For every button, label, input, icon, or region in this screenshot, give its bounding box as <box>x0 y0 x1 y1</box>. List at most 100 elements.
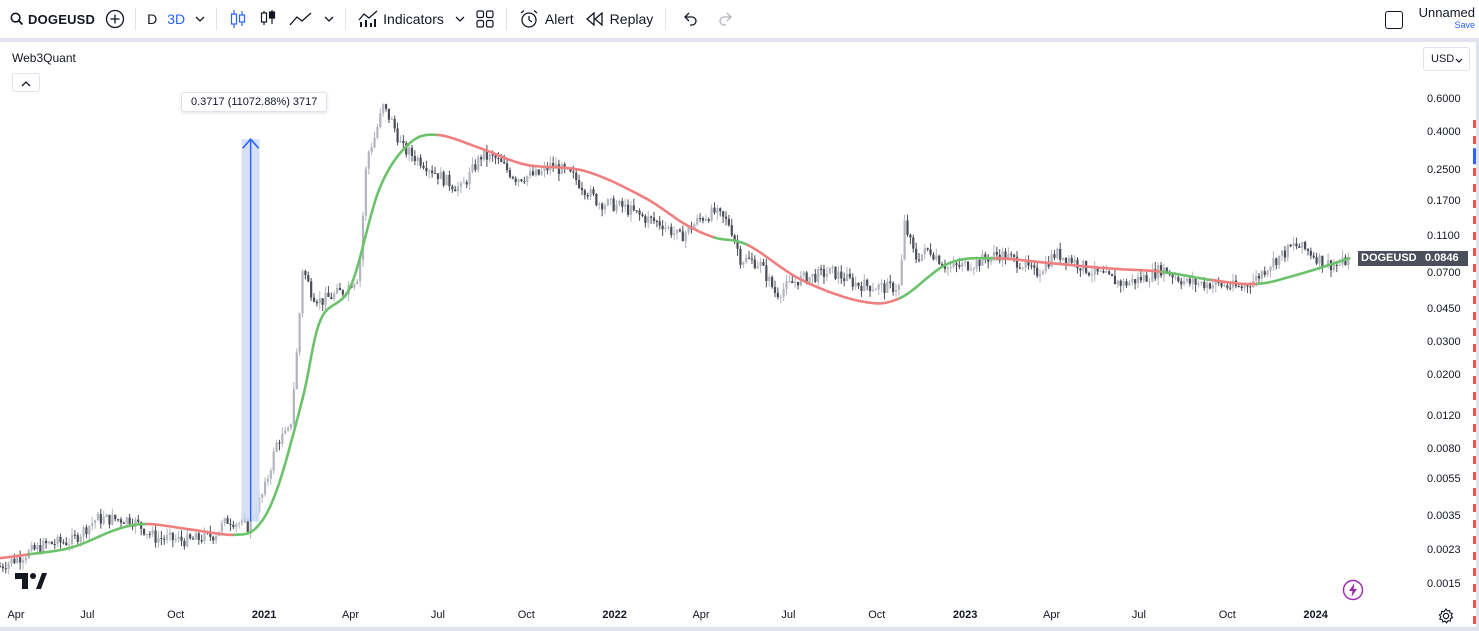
lightning-icon[interactable] <box>1342 579 1364 606</box>
candle <box>180 530 183 547</box>
indicators-dropdown-button[interactable] <box>450 0 470 38</box>
candle <box>451 184 454 193</box>
trend-segment <box>407 133 440 145</box>
candle <box>1038 269 1042 283</box>
candle <box>845 266 849 282</box>
interval-d-button[interactable]: D <box>142 0 162 38</box>
candle <box>1030 261 1033 270</box>
time-axis-label: Apr <box>692 609 710 621</box>
candle <box>1015 251 1019 273</box>
candle <box>1260 269 1263 283</box>
candle <box>214 533 218 545</box>
trend-segment <box>713 236 750 247</box>
candle <box>142 528 146 536</box>
alert-marker <box>1473 136 1476 144</box>
candle <box>929 243 932 257</box>
candle <box>287 425 290 433</box>
alert-marker <box>1473 488 1476 496</box>
candle <box>151 526 154 538</box>
layout-save-button[interactable]: Unnamed Save <box>1419 6 1475 32</box>
candle <box>1122 278 1125 292</box>
chevron-down-icon <box>455 16 465 22</box>
candle <box>863 273 866 292</box>
candle <box>834 266 837 281</box>
tradingview-logo-icon[interactable] <box>15 573 47 594</box>
candle <box>621 197 624 213</box>
interval-3d-button[interactable]: 3D <box>162 0 190 38</box>
candle <box>517 178 520 188</box>
candle <box>874 287 877 291</box>
candle <box>436 173 440 185</box>
collapse-legend-button[interactable] <box>12 73 40 92</box>
alert-marker <box>1473 424 1476 432</box>
candle <box>889 274 892 289</box>
trend-line-layer <box>0 133 1351 560</box>
templates-button[interactable] <box>470 0 500 38</box>
candle <box>50 541 53 545</box>
candle <box>575 168 578 186</box>
alert-marker <box>1473 200 1476 208</box>
candle <box>857 282 860 290</box>
candle <box>402 135 405 150</box>
candle <box>212 535 215 544</box>
candle <box>1079 267 1082 277</box>
price-axis-label: 0.2500 <box>1427 163 1461 176</box>
candle <box>1044 255 1047 275</box>
candle <box>698 213 702 223</box>
candle <box>1347 252 1350 270</box>
alert-marker <box>1473 504 1476 512</box>
plus-circle-icon <box>105 9 125 29</box>
undo-button[interactable] <box>672 0 708 38</box>
bars-style-button[interactable] <box>223 0 253 38</box>
candle <box>275 439 278 453</box>
candle <box>848 268 851 280</box>
candle <box>1061 257 1065 262</box>
indicator-label: Web3Quant <box>12 51 76 65</box>
candle <box>1119 279 1122 293</box>
candle <box>232 520 235 530</box>
alert-button[interactable]: Alert <box>513 0 580 38</box>
candles-icon <box>229 9 247 29</box>
compare-symbol-button[interactable] <box>101 0 129 38</box>
candle <box>779 294 782 304</box>
candle <box>396 122 399 146</box>
symbol-search-button[interactable]: DOGEUSD <box>0 0 101 38</box>
layout-checkbox[interactable] <box>1385 11 1403 29</box>
candle <box>263 477 267 497</box>
line-style-button[interactable] <box>283 0 319 38</box>
redo-button[interactable] <box>708 0 744 38</box>
candle <box>183 538 186 550</box>
gear-icon[interactable] <box>1438 608 1454 629</box>
candle <box>47 540 51 545</box>
heikin-ashi-button[interactable] <box>253 0 283 38</box>
candle <box>108 514 111 529</box>
candle <box>433 166 437 174</box>
candle <box>226 515 229 524</box>
search-icon <box>10 12 24 26</box>
candle <box>514 176 517 186</box>
interval-dropdown-button[interactable] <box>190 0 210 38</box>
candle <box>1151 263 1154 283</box>
candle <box>601 202 604 217</box>
candle <box>961 259 964 272</box>
candle <box>903 214 906 261</box>
candle <box>1295 237 1298 250</box>
candle <box>825 266 828 282</box>
candle <box>1272 251 1275 271</box>
candle <box>658 216 661 230</box>
chart-type-dropdown-button[interactable] <box>319 0 339 38</box>
candle <box>822 264 826 285</box>
measure-tool[interactable] <box>241 138 260 522</box>
candle <box>295 348 298 390</box>
indicators-button[interactable]: Indicators <box>352 0 450 38</box>
candle <box>1206 279 1209 294</box>
replay-button[interactable]: Replay <box>580 0 660 38</box>
toolbar-divider <box>216 8 218 30</box>
currency-select[interactable]: USD <box>1423 47 1470 71</box>
candle <box>1257 272 1261 283</box>
candle <box>552 156 555 172</box>
chart-canvas[interactable] <box>0 42 1476 627</box>
trend-segment <box>947 256 997 265</box>
candle <box>1024 255 1027 273</box>
candle <box>756 260 759 270</box>
